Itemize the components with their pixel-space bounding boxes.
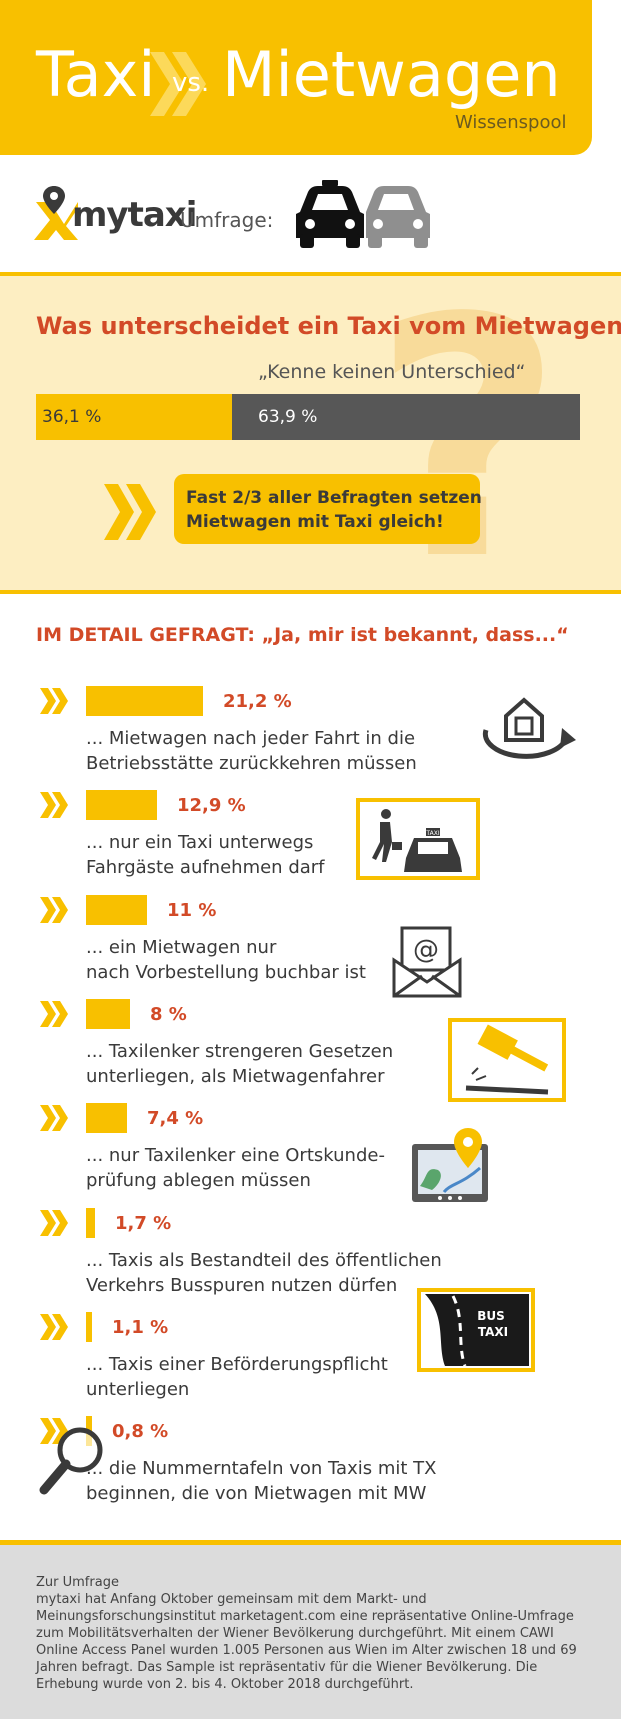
bar-known-label: 36,1 % bbox=[42, 407, 102, 427]
gavel-icon bbox=[448, 1018, 566, 1102]
callout-line-2: Mietwagen mit Taxi gleich! bbox=[186, 512, 444, 532]
percent-label: 7,4 % bbox=[147, 1108, 204, 1129]
desc-line: ... Taxis als Bestandteil des öffentlich… bbox=[86, 1250, 442, 1271]
footer bbox=[0, 1540, 621, 1719]
svg-text:@: @ bbox=[413, 935, 439, 965]
detail-title: IM DETAIL GEFRAGT: „Ja, mir ist bekannt,… bbox=[36, 624, 569, 646]
chevron-double-icon bbox=[40, 1105, 68, 1131]
desc-line: unterliegen, als Mietwagenfahrer bbox=[86, 1066, 385, 1087]
bar-caption: „Kenne keinen Unterschied“ bbox=[258, 361, 526, 383]
desc-line: ... Taxis einer Beförderungspflicht bbox=[86, 1354, 388, 1375]
detail-row: 7,4 % ... nur Taxilenker eine Ortskunde-… bbox=[0, 1097, 621, 1197]
desc-line: ... Taxilenker strengeren Gesetzen bbox=[86, 1041, 394, 1062]
callout-text: Fast 2/3 aller Befragten setzen Mietwage… bbox=[186, 486, 482, 534]
callout-box bbox=[174, 474, 480, 544]
detail-row: 1,7 % ... Taxis als Bestandteil des öffe… bbox=[0, 1202, 621, 1302]
chevron-double-icon bbox=[40, 688, 68, 714]
detail-row: 12,9 % ... nur ein Taxi unterwegs Fahrgäs… bbox=[0, 784, 621, 884]
desc-line: ... ein Mietwagen nur bbox=[86, 937, 277, 958]
item-description: ... Taxis als Bestandteil des öffentlich… bbox=[86, 1248, 442, 1298]
chevron-double-icon bbox=[104, 484, 156, 540]
desc-line: ... nur ein Taxi unterwegs bbox=[86, 832, 314, 853]
desc-line: ... die Nummerntafeln von Taxis mit TX bbox=[86, 1458, 437, 1479]
item-description: ... die Nummerntafeln von Taxis mit TX be… bbox=[86, 1456, 436, 1506]
title-mietwagen: Mietwagen bbox=[222, 38, 561, 111]
item-description: ... Taxis einer Beförderungspflicht unter… bbox=[86, 1352, 388, 1402]
percent-bar bbox=[86, 790, 157, 820]
header-banner bbox=[0, 0, 592, 155]
desc-line: ... Mietwagen nach jeder Fahrt in die bbox=[86, 728, 416, 749]
percent-label: 0,8 % bbox=[112, 1421, 169, 1442]
bar-unknown bbox=[232, 394, 580, 440]
item-description: ... Mietwagen nach jeder Fahrt in die Bet… bbox=[86, 726, 417, 776]
detail-row: 21,2 % ... Mietwagen nach jeder Fahrt in… bbox=[0, 680, 621, 780]
percent-label: 11 % bbox=[167, 900, 217, 921]
email-icon: @ bbox=[392, 926, 462, 998]
mytaxi-logo-icon bbox=[34, 186, 78, 240]
percent-label: 1,7 % bbox=[115, 1213, 172, 1234]
detail-row: 11 % ... ein Mietwagen nur nach Vorbestel… bbox=[0, 889, 621, 989]
question-title: Was unterscheidet ein Taxi vom Mietwagen… bbox=[36, 312, 621, 340]
percent-label: 8 % bbox=[150, 1004, 187, 1025]
chevron-double-icon bbox=[40, 1210, 68, 1236]
title-taxi: Taxi bbox=[36, 38, 156, 111]
map-pin-icon bbox=[412, 1128, 488, 1202]
percent-bar bbox=[86, 1208, 95, 1238]
detail-row: 1,1 % ... Taxis einer Beförderungspflich… bbox=[0, 1306, 621, 1406]
bus-lane-icon: BUS TAXI bbox=[417, 1288, 535, 1372]
magnifier-icon bbox=[39, 1427, 103, 1495]
footer-body: mytaxi hat Anfang Oktober gemeinsam mit … bbox=[36, 1592, 577, 1692]
footer-title: Zur Umfrage bbox=[36, 1575, 119, 1590]
umfrage-label: Umfrage: bbox=[180, 208, 274, 232]
question-section: ? Was unterscheidet ein Taxi vom Mietwag… bbox=[0, 272, 621, 594]
callout-line-1: Fast 2/3 aller Befragten setzen bbox=[186, 488, 482, 508]
chevron-double-icon bbox=[40, 897, 68, 923]
desc-line: nach Vorbestellung buchbar ist bbox=[86, 962, 366, 983]
percent-bar bbox=[86, 895, 147, 925]
desc-line: Betriebsstätte zurückkehren müssen bbox=[86, 753, 417, 774]
chevron-double-icon bbox=[40, 1314, 68, 1340]
percent-label: 12,9 % bbox=[177, 795, 246, 816]
desc-line: beginnen, die von Mietwagen mit MW bbox=[86, 1483, 427, 1504]
hail-taxi-icon: TAXI bbox=[356, 798, 480, 880]
chevron-double-icon bbox=[40, 792, 68, 818]
bar-known bbox=[36, 394, 232, 440]
detail-row: 8 % ... Taxilenker strengeren Gesetzen un… bbox=[0, 993, 621, 1093]
item-description: ... ein Mietwagen nur nach Vorbestellung … bbox=[86, 935, 366, 985]
percent-bar bbox=[86, 1312, 92, 1342]
percent-bar bbox=[86, 1103, 127, 1133]
desc-line: prüfung ablegen müssen bbox=[86, 1170, 311, 1191]
desc-line: Verkehrs Busspuren nutzen dürfen bbox=[86, 1275, 398, 1296]
desc-line: ... nur Taxilenker eine Ortskunde- bbox=[86, 1145, 385, 1166]
bar-unknown-label: 63,9 % bbox=[258, 407, 318, 427]
item-description: ... Taxilenker strengeren Gesetzen unterl… bbox=[86, 1039, 393, 1089]
subtitle: Wissenspool bbox=[455, 112, 567, 133]
percent-bar bbox=[86, 686, 203, 716]
chevron-double-icon bbox=[40, 1418, 68, 1444]
chevron-double-icon bbox=[150, 52, 206, 116]
desc-line: Fahrgäste aufnehmen darf bbox=[86, 857, 325, 878]
title-vs: vs. bbox=[172, 68, 210, 98]
mytaxi-logo-text: mytaxi bbox=[72, 195, 197, 235]
cars-icon bbox=[296, 180, 430, 248]
percent-bar bbox=[86, 999, 130, 1029]
percent-label: 1,1 % bbox=[112, 1317, 169, 1338]
home-return-icon bbox=[482, 697, 576, 759]
item-description: ... nur ein Taxi unterwegs Fahrgäste aufn… bbox=[86, 830, 325, 880]
taxi-sign-text: TAXI bbox=[425, 830, 439, 837]
chevron-double-icon bbox=[40, 1001, 68, 1027]
percent-label: 21,2 % bbox=[223, 691, 292, 712]
desc-line: unterliegen bbox=[86, 1379, 190, 1400]
item-description: ... nur Taxilenker eine Ortskunde-prüfun… bbox=[86, 1143, 385, 1193]
bus-lane-text-1: BUS bbox=[477, 1309, 505, 1323]
detail-row: 0,8 % ... die Nummerntafeln von Taxis mi… bbox=[0, 1410, 621, 1510]
bus-lane-text-2: TAXI bbox=[478, 1325, 508, 1339]
